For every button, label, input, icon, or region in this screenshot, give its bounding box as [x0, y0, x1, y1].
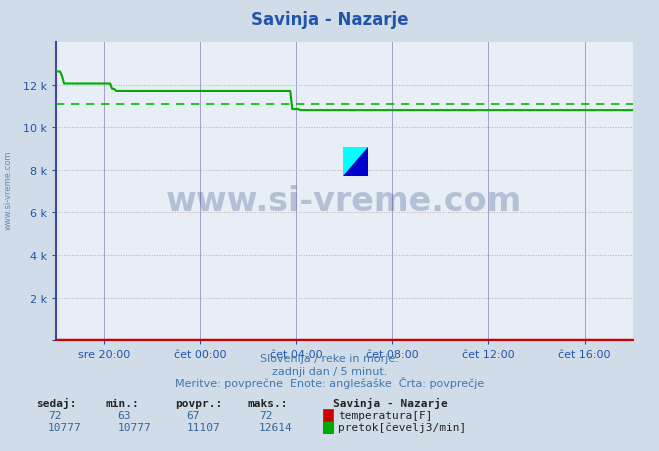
Text: 10777: 10777	[117, 422, 151, 432]
Text: povpr.:: povpr.:	[175, 398, 222, 408]
Text: 10777: 10777	[48, 422, 82, 432]
Text: pretok[čevelj3/min]: pretok[čevelj3/min]	[338, 422, 467, 433]
Polygon shape	[343, 147, 368, 176]
Text: 12614: 12614	[259, 422, 293, 432]
Text: 72: 72	[48, 410, 61, 420]
Text: www.si-vreme.com: www.si-vreme.com	[166, 184, 523, 217]
Polygon shape	[343, 147, 368, 176]
Text: 63: 63	[117, 410, 130, 420]
Text: 67: 67	[186, 410, 200, 420]
Text: maks.:: maks.:	[247, 398, 287, 408]
Text: Savinja - Nazarje: Savinja - Nazarje	[251, 11, 408, 29]
Text: sedaj:: sedaj:	[36, 397, 76, 408]
Text: zadnji dan / 5 minut.: zadnji dan / 5 minut.	[272, 366, 387, 376]
Text: www.si-vreme.com: www.si-vreme.com	[4, 150, 13, 229]
Text: min.:: min.:	[105, 398, 139, 408]
Text: 72: 72	[259, 410, 272, 420]
Text: temperatura[F]: temperatura[F]	[338, 410, 432, 420]
Text: Slovenija / reke in morje.: Slovenija / reke in morje.	[260, 354, 399, 364]
Text: Savinja - Nazarje: Savinja - Nazarje	[333, 397, 447, 408]
Text: Meritve: povprečne  Enote: anglešaške  Črta: povprečje: Meritve: povprečne Enote: anglešaške Črt…	[175, 377, 484, 388]
Text: 11107: 11107	[186, 422, 220, 432]
